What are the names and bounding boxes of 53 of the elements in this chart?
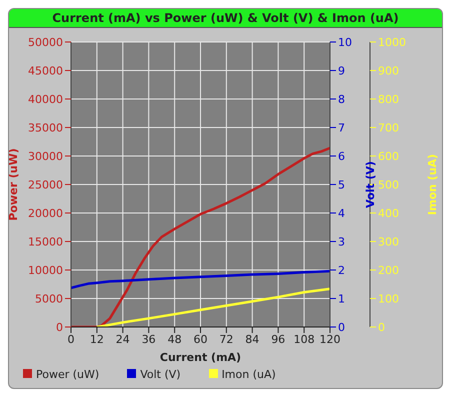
line-series [96, 288, 330, 327]
legend-label: Power (uW) [36, 368, 100, 381]
x-tick-label: 72 [219, 332, 234, 346]
x-tick-label: 60 [194, 332, 208, 346]
y-tick-label: 50000 [28, 36, 63, 49]
y-tick-label: 20000 [28, 206, 63, 220]
y3-tick-label: 600 [378, 150, 399, 163]
y-axis-title: Power (uW) [6, 148, 20, 221]
x-tick-label: 36 [142, 332, 156, 346]
legend-label: Volt (V) [140, 368, 181, 381]
x-tick-label: 84 [245, 332, 260, 346]
x-tick-label: 24 [116, 332, 130, 346]
y2-tick-label: 2 [338, 264, 345, 277]
x-tick-label: 48 [168, 332, 182, 346]
y-tick-label: 35000 [28, 121, 63, 134]
y3-axis-title: Imon (uA) [426, 154, 439, 216]
y3-tick-label: 300 [378, 235, 399, 248]
y-tick-label: 0 [56, 320, 63, 334]
y2-tick-label: 1 [338, 292, 345, 306]
y2-tick-label: 5 [338, 178, 345, 192]
y3-tick-label: 0 [378, 320, 385, 334]
y2-tick-label: 4 [338, 206, 345, 220]
y3-tick-label: 400 [378, 206, 399, 220]
y3-tick-label: 200 [378, 264, 399, 277]
y3-tick-label: 700 [378, 121, 399, 134]
y3-tick-label: 1000 [378, 36, 406, 49]
y2-tick-label: 10 [338, 36, 352, 49]
y-tick-label: 45000 [28, 64, 63, 78]
y3-tick-label: 800 [378, 92, 399, 106]
x-tick-label: 108 [294, 332, 315, 346]
y-tick-label: 40000 [28, 92, 63, 106]
y2-tick-label: 9 [338, 64, 345, 78]
y3-tick-label: 900 [378, 64, 399, 78]
y3-tick-label: 500 [378, 178, 399, 192]
x-tick-label: 120 [320, 332, 340, 346]
y2-tick-label: 6 [338, 150, 345, 163]
x-tick-label: 96 [271, 332, 286, 346]
y3-tick-label: 100 [378, 292, 399, 306]
y-tick-label: 30000 [28, 150, 63, 163]
chart-title: Current (mA) vs Power (uW) & Volt (V) & Imon (uA) [9, 9, 442, 28]
y-tick-label: 10000 [28, 264, 63, 277]
y2-axis-title: Volt (V) [364, 161, 377, 208]
y2-tick-label: 0 [338, 320, 345, 334]
y-tick-label: 25000 [28, 178, 63, 192]
y-tick-label: 15000 [28, 235, 63, 248]
x-tick-label: 12 [90, 332, 104, 346]
y2-tick-label: 8 [338, 92, 345, 106]
y2-tick-label: 3 [338, 235, 345, 248]
y2-tick-label: 7 [338, 121, 345, 134]
x-tick-label: 0 [68, 332, 74, 346]
x-axis-title: Current (mA) [160, 351, 242, 364]
legend-label: Imon (uA) [222, 368, 276, 381]
y-tick-label: 5000 [35, 292, 63, 306]
